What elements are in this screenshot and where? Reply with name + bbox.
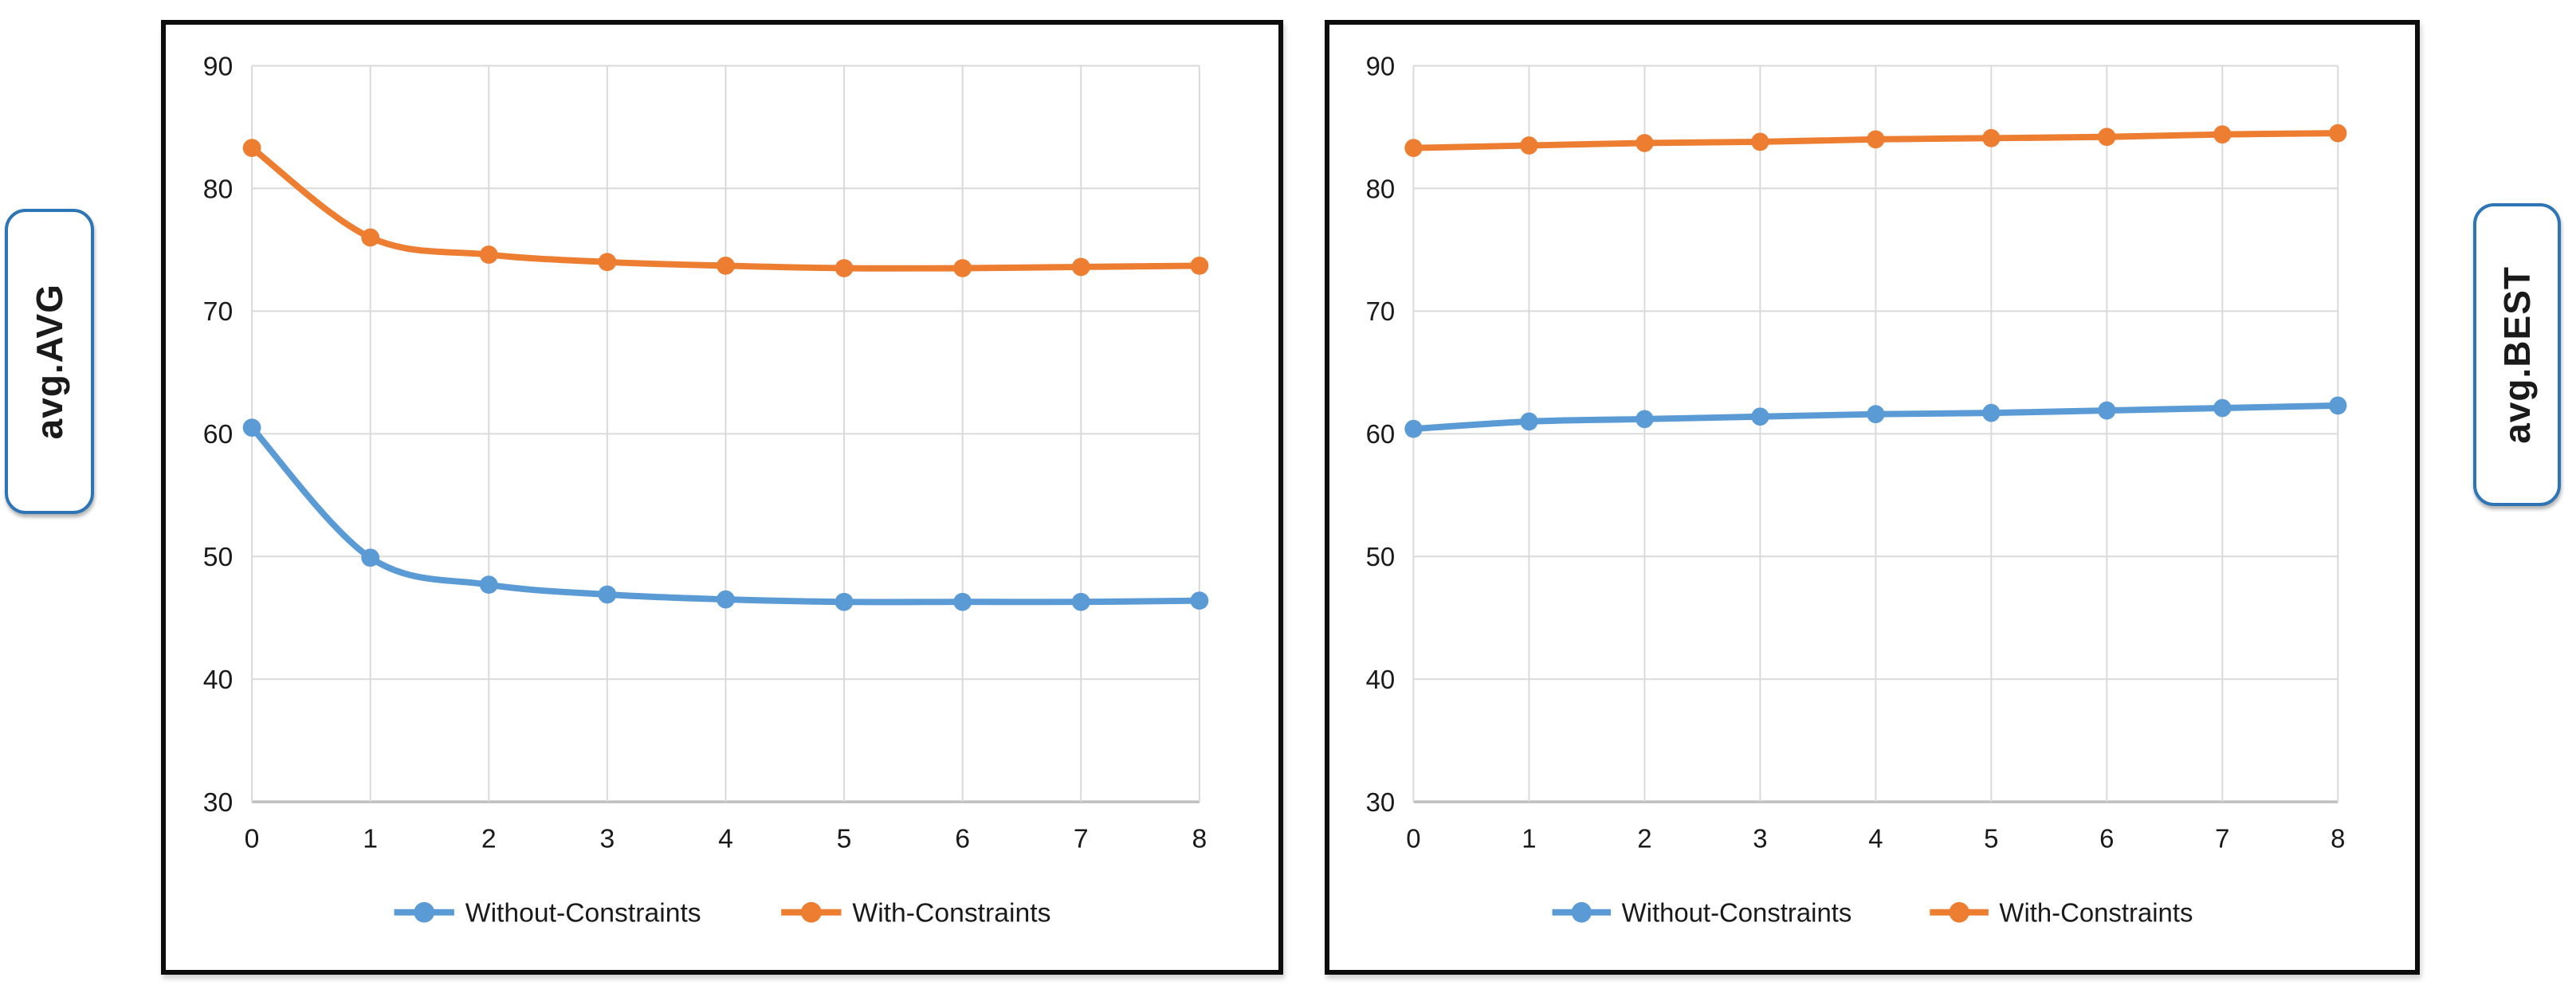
data-point-without-constraints xyxy=(1404,419,1423,438)
x-tick-label-8: 8 xyxy=(2331,824,2345,854)
data-point-without-constraints xyxy=(1190,591,1209,610)
x-tick-label-0: 0 xyxy=(1406,824,1420,854)
avg-best-chart-panel: 30 40 50 60 70 80 90 0 1 2 3 4 5 6 7 8 Without-Constrain… xyxy=(1325,20,2420,975)
data-point-without-constraints xyxy=(1520,412,1538,431)
data-point-with-constraints xyxy=(1982,128,2001,147)
x-tick-label-1: 1 xyxy=(363,825,378,854)
y-tick-label-70: 70 xyxy=(203,297,233,327)
data-point-without-constraints xyxy=(1071,592,1090,611)
legend-dot-marker-without-constraints xyxy=(414,901,435,923)
data-point-with-constraints xyxy=(361,228,380,247)
x-tick-label-2: 2 xyxy=(1637,824,1651,854)
data-point-with-constraints xyxy=(1520,136,1538,155)
x-tick-label-8: 8 xyxy=(1192,825,1207,854)
y-tick-label-30: 30 xyxy=(203,788,233,818)
data-point-with-constraints xyxy=(479,245,498,264)
x-tick-label-2: 2 xyxy=(481,825,497,854)
legend-label-without-constraints: Without-Constraints xyxy=(1622,898,1852,928)
data-point-without-constraints xyxy=(717,590,735,609)
data-point-with-constraints xyxy=(1190,257,1209,275)
legend: Without-Constraints With-Constraints xyxy=(1552,898,2193,928)
data-point-without-constraints xyxy=(2213,398,2232,418)
y-tick-label-60: 60 xyxy=(1366,420,1396,449)
data-point-with-constraints xyxy=(2329,124,2347,143)
data-point-without-constraints xyxy=(2329,396,2347,415)
data-point-without-constraints xyxy=(598,585,617,604)
data-point-without-constraints xyxy=(479,575,498,595)
avg-best-line-chart: 30 40 50 60 70 80 90 0 1 2 3 4 5 6 7 8 Without-Constrain… xyxy=(1366,52,2347,928)
legend-dot-marker-with-constraints xyxy=(1949,901,1969,923)
data-point-with-constraints xyxy=(1404,139,1423,158)
data-point-with-constraints xyxy=(2213,125,2232,144)
data-point-without-constraints xyxy=(1751,407,1769,426)
x-tick-label-5: 5 xyxy=(1984,824,1998,854)
x-tick-label-7: 7 xyxy=(1074,825,1089,854)
data-point-with-constraints xyxy=(2098,128,2116,147)
legend-label-with-constraints: With-Constraints xyxy=(1999,898,2193,928)
avg-best-label-box: avg.BEST xyxy=(2473,203,2561,506)
data-point-with-constraints xyxy=(1636,134,1654,152)
x-tick-label-3: 3 xyxy=(1753,824,1767,854)
data-point-without-constraints xyxy=(361,548,380,567)
data-point-with-constraints xyxy=(598,253,617,272)
data-point-without-constraints xyxy=(2098,401,2116,420)
y-tick-label-50: 50 xyxy=(1366,543,1396,572)
x-tick-label-4: 4 xyxy=(718,825,733,854)
x-tick-label-3: 3 xyxy=(599,825,615,854)
data-point-with-constraints xyxy=(242,139,261,158)
x-tick-label-6: 6 xyxy=(955,825,970,854)
data-point-without-constraints xyxy=(1867,405,1885,424)
legend: Without-Constraints With-Constraints xyxy=(394,899,1050,928)
data-point-with-constraints xyxy=(1867,130,1885,149)
x-tick-label-5: 5 xyxy=(837,825,852,854)
x-tick-label-1: 1 xyxy=(1522,824,1536,854)
legend-label-without-constraints: Without-Constraints xyxy=(465,899,701,928)
data-point-with-constraints xyxy=(1071,257,1090,277)
avg-avg-label-box: avg.AVG xyxy=(5,209,94,514)
data-point-without-constraints xyxy=(1982,403,2001,422)
y-tick-label-70: 70 xyxy=(1366,297,1396,327)
y-tick-label-90: 90 xyxy=(203,52,233,81)
legend-label-with-constraints: With-Constraints xyxy=(852,899,1050,928)
gridlines xyxy=(1412,65,2339,803)
series-markers-with-constraints xyxy=(242,139,1209,277)
y-tick-label-90: 90 xyxy=(1366,52,1396,81)
y-tick-label-30: 30 xyxy=(1366,788,1396,818)
data-point-without-constraints xyxy=(242,418,261,437)
data-point-with-constraints xyxy=(953,259,972,277)
x-tick-label-6: 6 xyxy=(2099,824,2114,854)
y-tick-label-60: 60 xyxy=(203,420,233,449)
series-markers-with-constraints xyxy=(1404,124,2347,158)
data-point-with-constraints xyxy=(834,259,854,277)
data-point-with-constraints xyxy=(717,257,735,275)
data-point-without-constraints xyxy=(834,592,854,611)
avg-avg-label: avg.AVG xyxy=(29,283,70,440)
gridlines xyxy=(251,65,1200,803)
y-tick-label-40: 40 xyxy=(203,665,233,695)
y-tick-label-80: 80 xyxy=(1366,175,1396,204)
x-tick-label-7: 7 xyxy=(2215,824,2229,854)
y-tick-label-50: 50 xyxy=(203,543,233,572)
x-tick-label-0: 0 xyxy=(245,825,260,854)
legend-dot-marker-with-constraints xyxy=(800,901,822,923)
x-tick-label-4: 4 xyxy=(1868,824,1883,854)
legend-dot-marker-without-constraints xyxy=(1571,901,1592,923)
avg-best-label: avg.BEST xyxy=(2496,265,2538,444)
series-markers-without-constraints xyxy=(242,418,1209,611)
avg-avg-chart-panel: 30 40 50 60 70 80 90 0 1 2 3 4 5 6 7 8 Without-Constrain… xyxy=(161,20,1283,975)
series-markers-without-constraints xyxy=(1404,396,2347,438)
data-point-with-constraints xyxy=(1751,132,1769,151)
avg-avg-line-chart: 30 40 50 60 70 80 90 0 1 2 3 4 5 6 7 8 Without-Constrain… xyxy=(203,52,1209,928)
data-point-without-constraints xyxy=(1636,410,1654,429)
y-tick-label-40: 40 xyxy=(1366,665,1396,695)
y-tick-label-80: 80 xyxy=(203,175,233,204)
data-point-without-constraints xyxy=(953,592,972,611)
